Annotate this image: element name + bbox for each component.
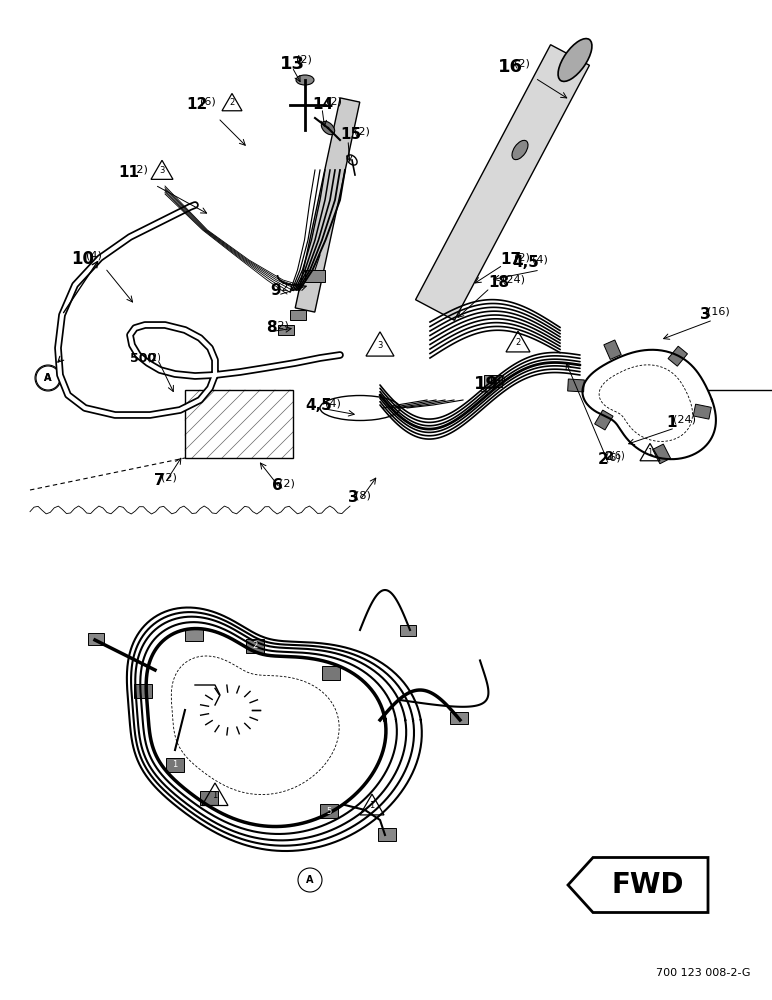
Text: 700 123 008-2-G: 700 123 008-2-G [655,968,750,978]
Text: (2): (2) [513,252,533,262]
Bar [166,758,184,772]
Text: (2): (2) [514,58,533,68]
Text: (8): (8) [355,490,374,500]
Text: 1: 1 [666,415,676,430]
Bar [305,270,325,282]
Text: 7: 7 [154,473,164,488]
Bar [668,346,688,366]
Bar [594,410,613,430]
Bar [484,375,502,387]
Text: 11: 11 [118,165,139,180]
Text: (6): (6) [604,452,624,462]
Text: 1: 1 [212,791,218,800]
Text: 3: 3 [159,166,164,175]
Text: 16: 16 [498,58,523,76]
Text: 1: 1 [369,801,374,810]
Text: (4): (4) [86,250,105,260]
Bar [323,666,340,680]
Text: FWD: FWD [611,871,684,899]
Text: 14: 14 [312,97,334,112]
Polygon shape [568,857,708,912]
Text: (2): (2) [132,165,151,175]
Text: 1: 1 [648,448,652,457]
Bar [290,310,306,320]
Text: 2: 2 [516,338,520,347]
Polygon shape [295,98,360,312]
Text: (16): (16) [707,307,730,317]
Ellipse shape [296,75,314,85]
Text: 3: 3 [700,307,710,322]
Text: 18: 18 [488,275,509,290]
Text: 4,5: 4,5 [305,398,332,413]
Bar [320,804,338,818]
Text: (4): (4) [326,398,345,408]
Text: 17: 17 [500,252,521,267]
Bar [693,404,711,419]
Bar [400,625,416,636]
Text: (2): (2) [296,55,316,65]
Text: 2: 2 [598,452,609,467]
Text: 500: 500 [130,352,156,365]
Text: (24): (24) [673,415,696,425]
Bar [185,390,293,458]
Bar [88,633,104,645]
Text: (6): (6) [611,450,628,460]
Text: 12: 12 [186,97,207,112]
Bar [378,828,396,841]
Bar [245,639,264,653]
Bar [652,444,671,464]
Bar [185,628,203,641]
Text: (4): (4) [533,255,552,265]
Text: 3: 3 [378,341,383,350]
Text: 8: 8 [266,320,276,335]
Bar [134,684,151,698]
Text: 10: 10 [71,250,94,268]
Text: 13: 13 [280,55,305,73]
Bar [567,379,584,392]
Text: A: A [306,875,313,885]
Text: 15: 15 [340,127,361,142]
Text: (2): (2) [326,97,345,107]
Ellipse shape [321,121,335,135]
Text: 19: 19 [474,375,499,393]
Bar [604,340,621,359]
Ellipse shape [558,39,592,81]
Text: (4): (4) [490,375,510,385]
Text: (2): (2) [147,352,164,362]
Text: 6: 6 [272,478,283,493]
Ellipse shape [512,140,528,160]
Text: 5: 5 [327,807,332,816]
Bar [278,325,294,335]
Text: 2: 2 [252,641,257,650]
Text: 1: 1 [172,760,178,769]
Text: A: A [44,373,52,383]
Text: (2): (2) [354,127,373,137]
Text: (24): (24) [502,275,525,285]
Bar [201,791,218,805]
Text: (2): (2) [279,478,298,488]
Text: 2: 2 [605,450,614,463]
Polygon shape [415,45,590,320]
Text: (2): (2) [277,283,296,293]
Text: 2: 2 [229,98,235,107]
Text: 9: 9 [270,283,281,298]
Text: A: A [44,373,52,383]
Text: 4,5: 4,5 [512,255,539,270]
Text: 3: 3 [348,490,359,505]
Text: (2): (2) [273,320,292,330]
Text: (6): (6) [200,97,219,107]
Bar [450,712,468,724]
Text: (2): (2) [161,473,180,483]
